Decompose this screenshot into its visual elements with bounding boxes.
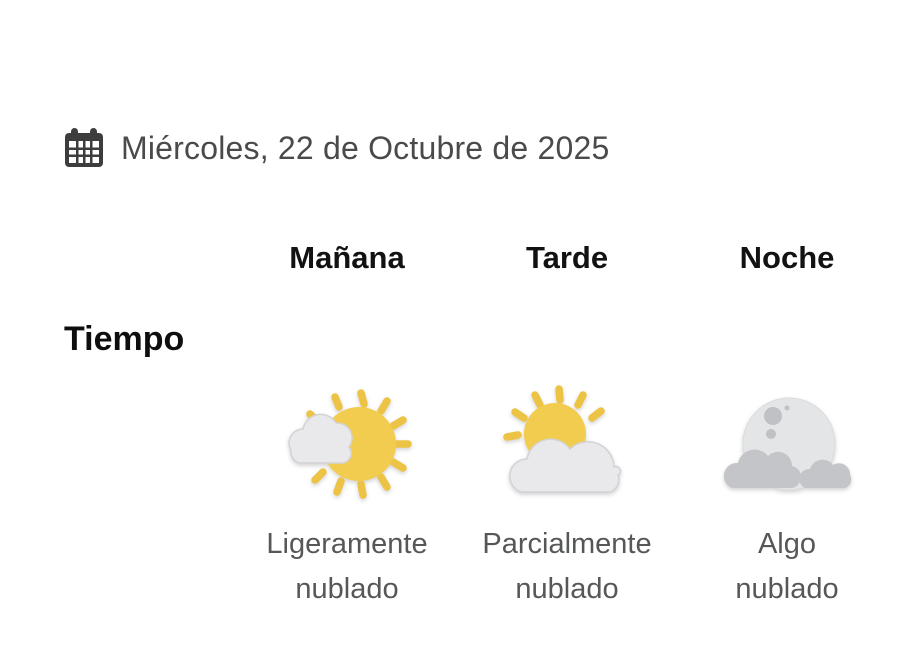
weather-cell-tarde — [457, 380, 677, 520]
date-title: Miércoles, 22 de Octubre de 2025 — [121, 129, 610, 166]
column-header-tarde: Tarde — [525, 240, 609, 275]
weather-cell-noche — [677, 380, 897, 520]
condition-manana: Ligeramente nublado — [237, 522, 457, 612]
condition-tarde: Parcialmente nublado — [457, 522, 677, 612]
condition-line: nublado — [515, 573, 619, 605]
date-header: Miércoles, 22 de Octubre de 2025 — [62, 126, 609, 170]
period-header-row: Mañana Tarde Noche — [0, 230, 923, 286]
forecast-table: Mañana Tarde Noche Tiempo — [0, 230, 923, 612]
conditions-row: Ligeramente nublado Parcialmente nublado… — [0, 522, 923, 612]
condition-line: Algo — [757, 528, 817, 560]
condition-line: Parcialmente — [482, 528, 652, 560]
weather-cell-manana — [237, 380, 457, 520]
calendar-icon — [62, 126, 106, 170]
tiempo-label-row: Tiempo — [0, 286, 923, 380]
condition-line: nublado — [735, 573, 839, 605]
column-header-manana: Mañana — [289, 240, 405, 275]
condition-line: Ligeramente — [266, 528, 428, 560]
column-header-noche: Noche — [739, 240, 835, 275]
row-label-tiempo: Tiempo — [64, 320, 185, 358]
sun-behind-cloud-icon — [497, 380, 637, 520]
sun-with-small-cloud-icon — [277, 380, 417, 520]
weather-icons-row — [0, 380, 923, 520]
condition-line: nublado — [295, 573, 399, 605]
condition-noche: Algo nublado — [677, 522, 897, 612]
moon-with-clouds-icon — [717, 380, 857, 520]
